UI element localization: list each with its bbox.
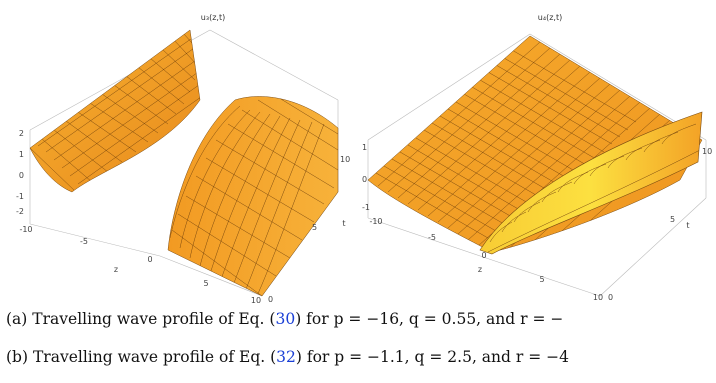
t-axis-ticks: 0 5 10	[268, 155, 350, 304]
svg-text:0: 0	[19, 171, 24, 180]
svg-text:5: 5	[312, 223, 317, 232]
svg-text:0: 0	[147, 255, 152, 264]
t-axis-label: t	[342, 219, 345, 228]
plot-title: u₃(z,t)	[201, 13, 225, 22]
svg-text:5: 5	[203, 279, 208, 288]
surface-ridge	[479, 111, 703, 255]
caption-text: Travelling wave profile of Eq. (	[32, 348, 277, 366]
x-axis-label: z	[114, 265, 118, 274]
plot-u4-svg: u₄(z,t)	[362, 13, 712, 302]
svg-text:-1: -1	[16, 192, 24, 201]
svg-text:-1: -1	[362, 203, 370, 212]
surface-right-sheet	[167, 96, 339, 297]
caption-text: Travelling wave profile of Eq. (	[32, 310, 276, 328]
svg-text:0: 0	[362, 175, 367, 184]
svg-text:10: 10	[340, 155, 350, 164]
svg-text:-10: -10	[19, 225, 32, 234]
caption-label: (b)	[6, 348, 29, 366]
t-axis-ticks: 0 5 10	[608, 147, 712, 302]
plot-u4: u₄(z,t)	[362, 0, 716, 306]
svg-text:5: 5	[539, 275, 544, 284]
z-axis-ticks: 1 0 -1	[362, 143, 370, 212]
z-axis-ticks: 2 1 0 -1 -2	[16, 129, 24, 216]
x-axis-ticks: -10 -5 0 5 10	[19, 225, 261, 305]
svg-text:10: 10	[702, 147, 712, 156]
caption-text: ) for p = −1.1, q = 2.5, and r = −4	[295, 348, 569, 366]
equation-ref-link[interactable]: 30	[275, 310, 296, 328]
equation-ref-link[interactable]: 32	[276, 348, 296, 366]
svg-text:10: 10	[593, 293, 603, 302]
plot-title: u₄(z,t)	[538, 13, 562, 22]
svg-text:10: 10	[251, 296, 261, 305]
svg-text:-10: -10	[369, 217, 382, 226]
surface-left-sheet	[29, 29, 201, 193]
caption-b: (b) Travelling wave profile of Eq. (32) …	[6, 348, 569, 366]
svg-text:0: 0	[481, 251, 486, 260]
svg-text:-2: -2	[16, 207, 24, 216]
svg-text:2: 2	[19, 129, 24, 138]
t-axis-label: t	[686, 221, 689, 230]
svg-text:1: 1	[362, 143, 367, 152]
svg-text:5: 5	[670, 215, 675, 224]
svg-text:1: 1	[19, 150, 24, 159]
plot-u3-svg: u₃(z,t)	[16, 13, 350, 305]
caption-text: ) for p = −16, q = 0.55, and r = −	[295, 310, 564, 328]
x-axis-ticks: -10 -5 0 5 10	[369, 217, 603, 302]
plot-u3: u₃(z,t)	[0, 0, 362, 306]
caption-a: (a) Travelling wave profile of Eq. (30) …	[6, 310, 563, 328]
svg-text:-5: -5	[80, 237, 88, 246]
caption-label: (a)	[6, 310, 28, 328]
svg-text:-5: -5	[428, 233, 436, 242]
svg-text:0: 0	[268, 295, 273, 304]
x-axis-label: z	[478, 265, 482, 274]
svg-text:0: 0	[608, 293, 613, 302]
